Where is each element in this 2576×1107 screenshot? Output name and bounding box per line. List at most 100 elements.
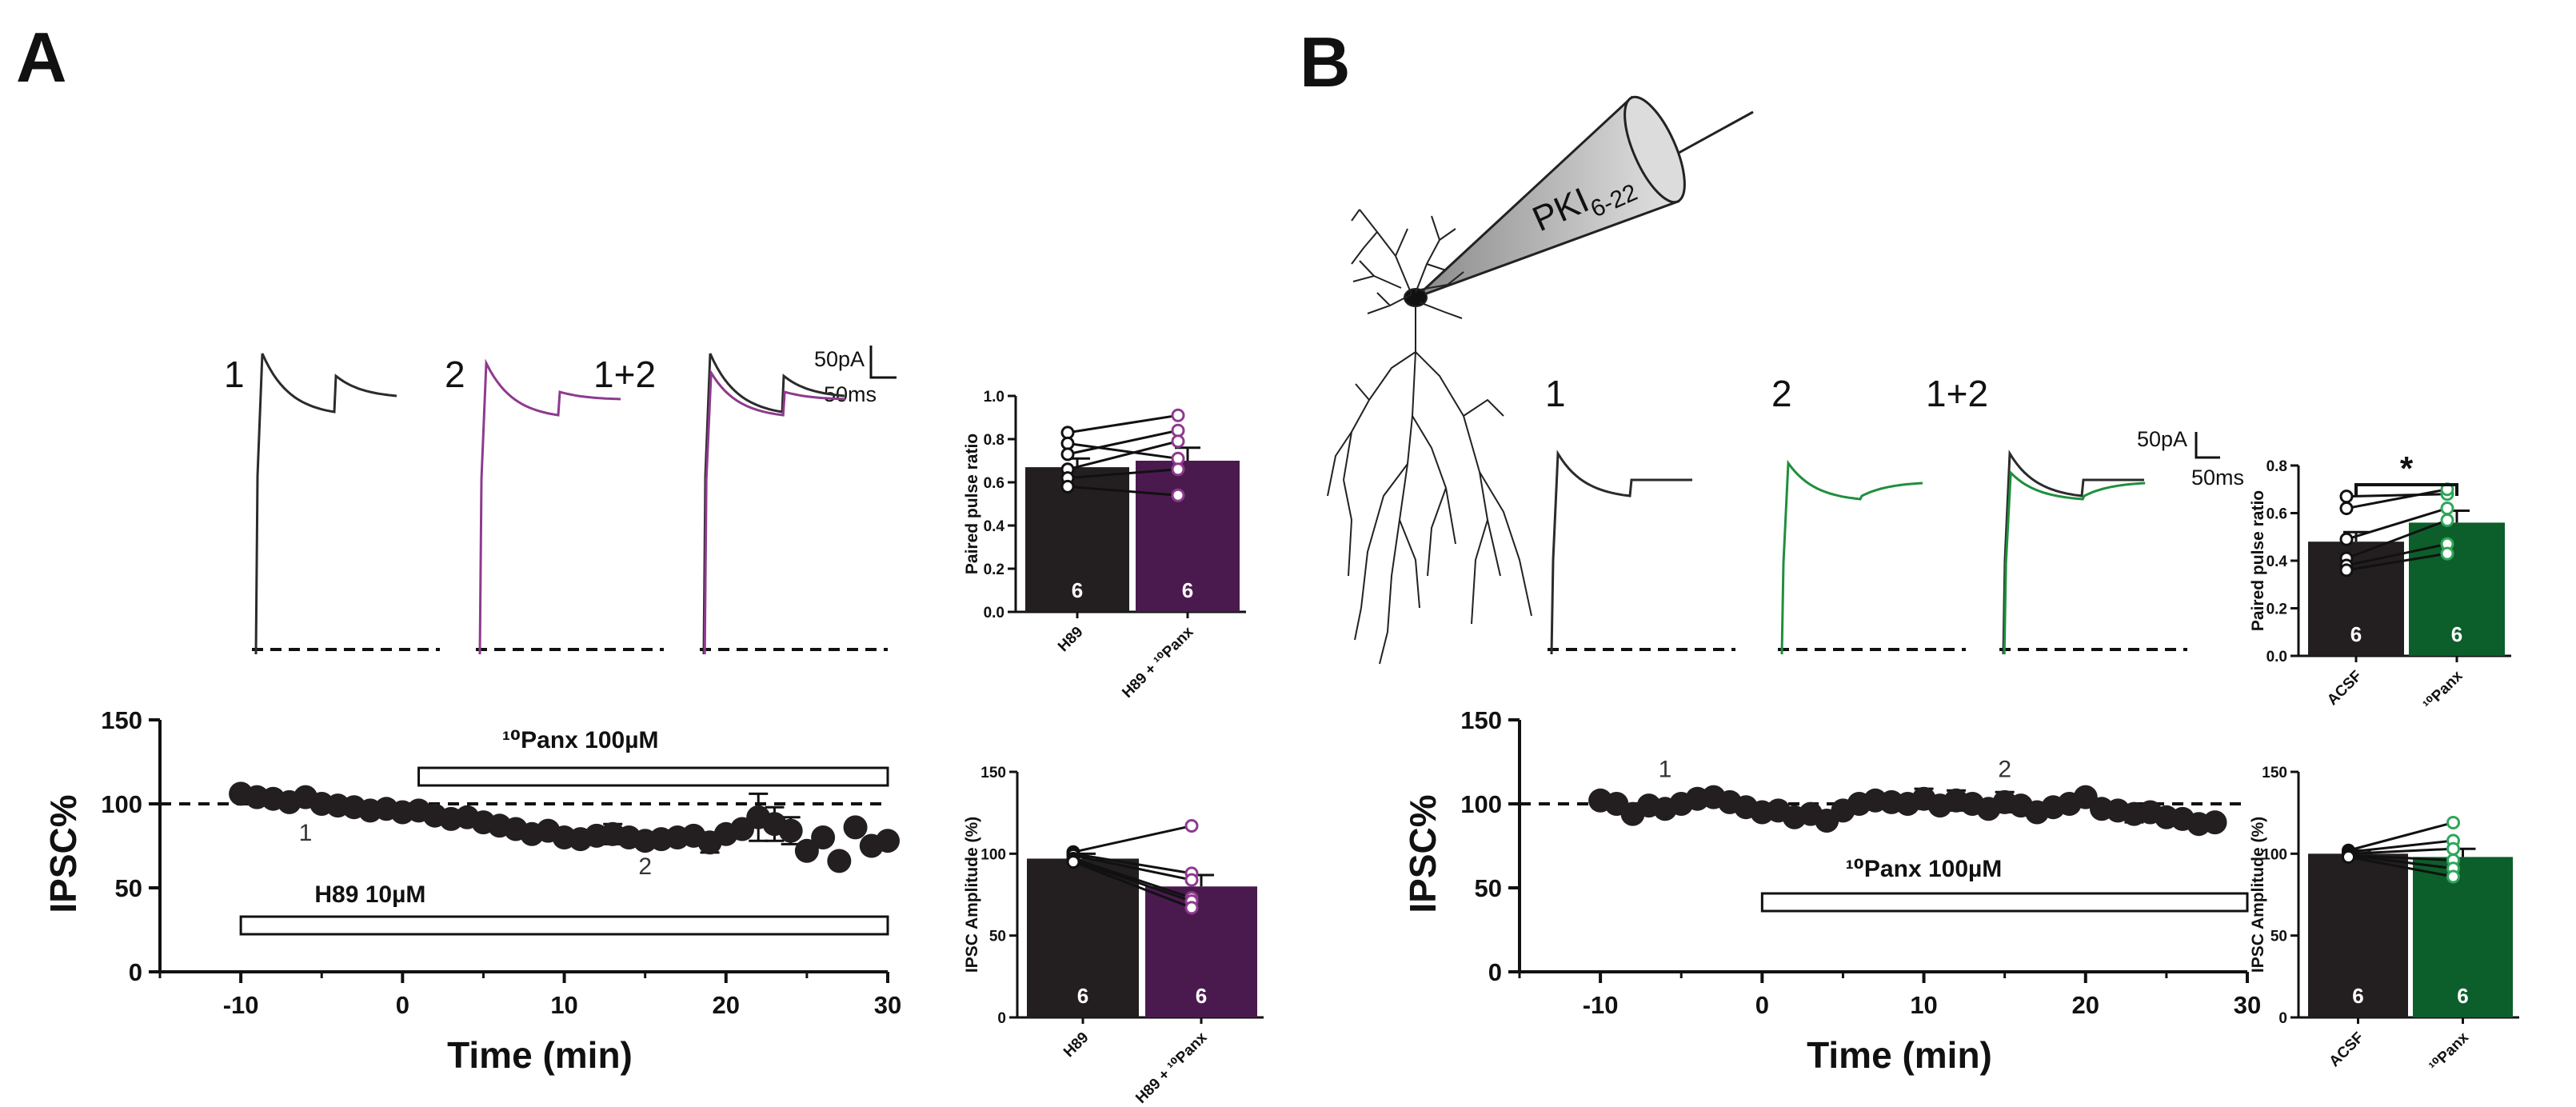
significance-star: * xyxy=(2400,450,2414,487)
paired-line xyxy=(2346,542,2448,567)
x-tick-label: 10 xyxy=(1910,991,1937,1019)
bar xyxy=(2413,857,2513,1017)
paired-line xyxy=(2346,519,2448,560)
y-tick-label: 0.2 xyxy=(2266,601,2287,618)
y-tick-label: 0.2 xyxy=(984,561,1004,578)
paired-line xyxy=(2348,839,2454,853)
x-tick-label: 30 xyxy=(2234,991,2261,1019)
y-tick-label: 100 xyxy=(980,846,1006,863)
y-axis-label: IPSC Amplitude (%) xyxy=(2249,817,2267,973)
bar-chart-B-ppr: 0.0 0.2 0.4 0.6 0.8 Paired pulse ratio 6 ACSF 6 ¹… xyxy=(2249,450,2511,713)
bar-chart-A-amp: 0 50 100 150 IPSC Amplitude (%) 6 H89 6 H89 + ¹⁰… xyxy=(963,765,1264,1107)
paired-point xyxy=(1060,426,1075,440)
y-tick-label: 1.0 xyxy=(984,389,1004,406)
paired-line xyxy=(2348,821,2454,852)
paired-point xyxy=(2339,490,2354,504)
trace-drug-condition xyxy=(2003,470,2146,655)
drug-application-label: ¹⁰Panx 100µM xyxy=(1846,856,2003,882)
paired-point xyxy=(1171,462,1185,477)
x-tick-label: 0 xyxy=(396,991,409,1019)
scale-bar-current-label: 50pA xyxy=(814,347,865,371)
paired-line xyxy=(1067,429,1179,456)
y-tick-label: 150 xyxy=(1460,706,1502,734)
paired-line xyxy=(1072,857,1192,900)
panel-A-label: A xyxy=(16,18,67,97)
paired-point xyxy=(2440,513,2454,527)
trace-label-1-plus-2: 1+2 xyxy=(593,354,656,395)
trace-group-1 xyxy=(252,353,440,655)
paired-point xyxy=(2446,869,2460,884)
paired-point xyxy=(1060,479,1075,494)
trace-drug-condition xyxy=(703,369,846,655)
n-label: 6 xyxy=(1072,578,1083,602)
paired-line xyxy=(2346,493,2448,498)
bar-chart-B-amp: 0 50 100 150 IPSC Amplitude (%) 6 ACSF 6 ¹⁰Panx xyxy=(2249,765,2519,1075)
bar xyxy=(1025,467,1129,612)
y-axis-label: IPSC Amplitude (%) xyxy=(963,817,981,973)
y-tick-label: 0.0 xyxy=(984,605,1004,621)
y-tick-label: 150 xyxy=(2262,765,2287,781)
paired-line xyxy=(1067,442,1179,460)
panel-B-traces: 1 2 1+2 50pA 50ms xyxy=(1545,373,2244,655)
y-tick-label: 0.0 xyxy=(2266,649,2287,665)
trace-group-2 xyxy=(1778,459,1966,655)
timecourse-chart-B: 0 50 100 150 -10 0 10 20 30 Time (min) IPSC% ¹⁰Panx… xyxy=(1402,706,2261,1076)
paired-point xyxy=(1184,819,1199,833)
y-tick-label: 0.8 xyxy=(2266,458,2287,475)
trace-group-1-plus-2 xyxy=(700,353,888,655)
trace-drug-condition xyxy=(1780,459,1923,655)
trace-label-2: 2 xyxy=(1771,373,1792,414)
panel-A-traces: 1 2 1+2 50pA 50ms xyxy=(224,346,897,655)
bar xyxy=(2308,542,2404,656)
bar xyxy=(1136,461,1240,612)
x-tick-label: -10 xyxy=(223,991,259,1019)
significance-bracket xyxy=(2354,483,2458,496)
drug-application-bar xyxy=(417,766,889,787)
n-label: 6 xyxy=(2350,622,2362,646)
bar xyxy=(2409,522,2505,656)
data-point xyxy=(794,838,819,863)
bar xyxy=(2308,853,2408,1017)
paired-point xyxy=(2339,502,2354,516)
x-tick-label: 30 xyxy=(874,991,901,1019)
trace-drug-condition xyxy=(478,358,621,655)
timepoint-label: 1 xyxy=(299,820,313,846)
paired-point xyxy=(1184,901,1199,915)
n-label: 6 xyxy=(2352,984,2363,1008)
paired-line xyxy=(1067,440,1179,471)
timepoint-label: 2 xyxy=(638,853,652,880)
data-point xyxy=(2203,810,2227,835)
y-tick-label: 0 xyxy=(2278,1010,2287,1027)
timepoint-label: 1 xyxy=(1659,756,1672,782)
n-label: 6 xyxy=(2451,622,2462,646)
x-tick-label: ¹⁰Panx xyxy=(2420,667,2466,713)
paired-point xyxy=(1171,434,1185,449)
n-label: 6 xyxy=(1196,984,1207,1008)
paired-line xyxy=(2348,853,2454,870)
panel-B-label: B xyxy=(1300,22,1351,102)
bar-chart-A-ppr: 0.0 0.2 0.4 0.6 0.8 1.0 Paired pulse ratio 6 H89… xyxy=(963,389,1246,701)
paired-point xyxy=(2339,563,2354,577)
drug-application-label: ¹⁰Panx 100µM xyxy=(502,727,659,753)
x-tick-label: H89 + ¹⁰Panx xyxy=(1132,1029,1211,1107)
paired-line xyxy=(2348,855,2454,878)
timecourse-chart-A: 0 50 100 150 -10 0 10 20 30 Time (min) IPSC% ¹⁰Panx… xyxy=(42,706,901,1076)
paired-line xyxy=(1072,859,1192,903)
paired-line xyxy=(1072,852,1192,875)
x-axis-label: Time (min) xyxy=(447,1034,633,1076)
pipette-opening xyxy=(1623,95,1686,204)
paired-point xyxy=(1171,488,1185,502)
bar xyxy=(1027,858,1139,1017)
x-tick-label: ¹⁰Panx xyxy=(2426,1029,2473,1075)
trace-baseline-condition xyxy=(1550,450,1692,655)
x-tick-label: -10 xyxy=(1583,991,1619,1019)
data-point xyxy=(843,815,868,840)
n-label: 6 xyxy=(1182,578,1193,602)
y-tick-label: 0.4 xyxy=(2266,554,2288,570)
trace-label-1: 1 xyxy=(1545,373,1566,414)
x-tick-label: 20 xyxy=(2072,991,2099,1019)
paired-point xyxy=(1171,423,1185,438)
paired-line xyxy=(1067,468,1179,480)
paired-point xyxy=(1171,408,1185,422)
y-tick-label: 0.6 xyxy=(984,475,1004,492)
